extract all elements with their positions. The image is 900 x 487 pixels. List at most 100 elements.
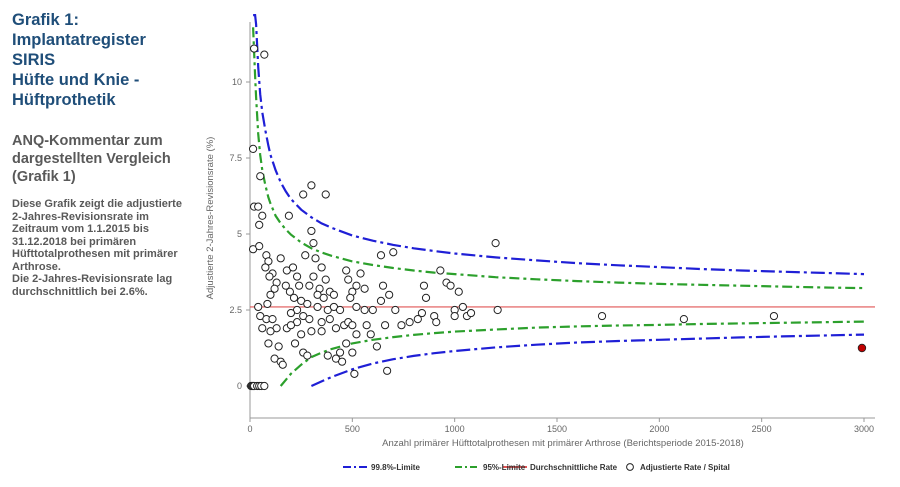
- title-line: Implantatregister SIRIS: [12, 31, 146, 69]
- comment-heading: ANQ-Kommentar zum dargestellten Vergleic…: [12, 132, 192, 186]
- hospital-point: [350, 369, 359, 378]
- hospital-point: [255, 242, 264, 251]
- hospital-point: [329, 290, 339, 299]
- lower-99-8-limit-line: [310, 333, 865, 388]
- hospital-point: [366, 330, 375, 339]
- hospital-point: [325, 315, 334, 324]
- hospital-point: [466, 308, 476, 318]
- hospital-point: [344, 275, 353, 284]
- hospital-point: [290, 339, 300, 348]
- legend-label: Durchschnittliche Rate: [530, 463, 618, 472]
- hospital-point: [352, 302, 361, 312]
- hospital-point: [307, 226, 316, 236]
- description-line: Hüfttotalprothesen mit primärer: [12, 248, 178, 260]
- hospital-point: [311, 254, 320, 263]
- description-line: 2-Jahres-Revisionsrate im: [12, 210, 149, 223]
- x-tick-label: 2500: [752, 424, 772, 434]
- x-tick-label: 1000: [445, 424, 465, 434]
- hospital-point: [389, 248, 398, 257]
- hospital-point: [285, 287, 295, 296]
- description-line: Arthrose.: [12, 260, 61, 273]
- hospital-point: [258, 324, 267, 333]
- hospital-point: [436, 266, 445, 275]
- hospital-point: [281, 281, 290, 290]
- hospital-point: [335, 305, 345, 315]
- hospital-point: [263, 299, 272, 309]
- hospital-point: [385, 290, 394, 299]
- hospital-point: [769, 311, 779, 321]
- hospital-point: [323, 351, 332, 360]
- y-tick-label: 2.5: [229, 305, 242, 315]
- hospital-point: [376, 296, 386, 305]
- hospital-point: [679, 315, 688, 324]
- description-line: 31.12.2018 bei primären: [12, 235, 137, 248]
- legend-label: 95%-Limite: [483, 463, 526, 472]
- hospital-point: [419, 281, 429, 290]
- hospital-point: [352, 281, 361, 290]
- hospital-point: [383, 366, 392, 375]
- hospital-point: [376, 251, 386, 260]
- hospital-point: [297, 330, 306, 339]
- title-line: Hüfte und Knie -: [12, 71, 140, 89]
- hospital-point: [352, 330, 361, 339]
- description-line: durchschnittlich bei 2.6%.: [12, 285, 148, 298]
- y-axis-label: Adjustierte 2-Jahres-Revisionsrate (%): [205, 137, 216, 300]
- hospital-point: [289, 293, 299, 302]
- plot-layer: 0 500 1000 1500 2000 2500 3000 0 2.5 5 7.5 10: [229, 14, 875, 434]
- hospital-point: [248, 144, 258, 153]
- outlier-point: [857, 343, 867, 353]
- description-line: Die 2-Jahres-Revisionsrate lag: [12, 273, 173, 285]
- lower-95-limit-line: [279, 320, 865, 387]
- hospital-point: [380, 321, 390, 330]
- hospital-point: [360, 284, 369, 293]
- hospital-point: [362, 321, 371, 330]
- hospital-point: [268, 315, 277, 324]
- hospital-point: [413, 315, 422, 324]
- legend-marker-hospital: [626, 463, 634, 471]
- y-tick-label: 10: [232, 77, 242, 87]
- description-line: Zeitraum vom 1.1.2015 bis: [12, 223, 149, 235]
- x-tick-label: 0: [247, 424, 252, 434]
- hospital-point: [317, 327, 326, 336]
- hospital-point: [284, 211, 293, 220]
- hospital-point: [331, 324, 341, 333]
- legend-label: Adjustierte Rate / Spital: [640, 463, 730, 472]
- hospital-point: [346, 293, 355, 302]
- hospital-point: [493, 305, 502, 315]
- legend-label: 99.8%-Limite: [371, 463, 420, 472]
- y-tick-label: 5: [237, 229, 242, 239]
- hospital-point: [348, 321, 357, 330]
- hospital-point: [342, 266, 351, 275]
- hospital-point: [295, 281, 304, 290]
- hospital-point: [338, 357, 347, 366]
- hospital-point: [391, 305, 400, 315]
- report-title: Grafik 1: Implantatregister SIRIS Hüfte …: [12, 10, 192, 110]
- hospital-point: [378, 281, 388, 290]
- hospital-point: [335, 348, 345, 357]
- hospital-point: [255, 220, 264, 229]
- hospital-point: [356, 269, 365, 278]
- hospital-point: [360, 305, 369, 315]
- hospital-point: [260, 381, 269, 391]
- hospital-point: [597, 311, 607, 321]
- hospital-point: [276, 254, 285, 263]
- hospital-point: [454, 287, 463, 296]
- hospital-point: [261, 263, 270, 272]
- hospital-point: [305, 315, 314, 324]
- hospital-point: [278, 360, 287, 369]
- hospital-point: [301, 251, 310, 260]
- hospital-point: [286, 308, 296, 318]
- hospital-point: [342, 339, 351, 348]
- hospital-point: [254, 302, 263, 312]
- hospital-point: [348, 348, 357, 357]
- hospital-point: [265, 272, 274, 281]
- hospital-point: [266, 290, 275, 299]
- hospital-point: [417, 308, 427, 318]
- upper-99-8-limit-line: [253, 14, 865, 276]
- hospital-point: [317, 318, 326, 327]
- hospital-point: [405, 318, 414, 327]
- hospital-point: [303, 299, 312, 309]
- left-panel: Grafik 1: Implantatregister SIRIS Hüfte …: [12, 10, 192, 298]
- hospital-point: [309, 272, 318, 281]
